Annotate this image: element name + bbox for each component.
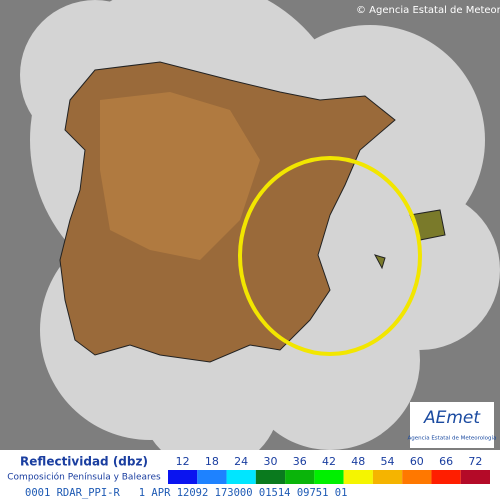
legend-title: Reflectividad (dbz) xyxy=(20,455,148,469)
plateau xyxy=(100,92,260,260)
highlight-ellipse xyxy=(238,156,422,356)
logo: AEmet xyxy=(423,408,481,428)
color-swatch xyxy=(197,470,227,484)
color-swatch xyxy=(460,470,490,484)
color-swatch xyxy=(314,470,344,484)
color-swatch xyxy=(226,470,256,484)
legend-tick: 42 xyxy=(322,455,336,468)
color-swatch xyxy=(343,470,373,484)
legend-tick: 36 xyxy=(293,455,307,468)
color-swatch xyxy=(431,470,461,484)
color-swatch xyxy=(255,470,286,484)
logo-box xyxy=(410,402,494,448)
color-swatch xyxy=(168,470,198,484)
credit: © Agencia Estatal de Meteorología xyxy=(356,4,500,16)
color-swatch xyxy=(402,470,432,484)
legend-subtitle: Composición Península y Baleares xyxy=(7,472,161,483)
legend-tick: 24 xyxy=(234,455,248,468)
legend-tick: 54 xyxy=(381,455,395,468)
color-swatch xyxy=(285,470,315,484)
legend-tick: 60 xyxy=(410,455,424,468)
legend-tick: 48 xyxy=(351,455,365,468)
legend-tick: 66 xyxy=(439,455,453,468)
legend-tick: 72 xyxy=(468,455,482,468)
legend-scale: 12 18 24 30 36 42 48 54 60 66 72 xyxy=(168,455,490,484)
legend-tick: 30 xyxy=(263,455,277,468)
legend-tick: 12 xyxy=(176,455,190,468)
status-line: 0001 RDAR_PPI-R 1 APR 12092 173000 01514… xyxy=(25,487,347,499)
color-swatch xyxy=(372,470,403,484)
legend-tick: 18 xyxy=(205,455,219,468)
logo-subtitle: Agencia Estatal de Meteorología xyxy=(408,435,497,442)
